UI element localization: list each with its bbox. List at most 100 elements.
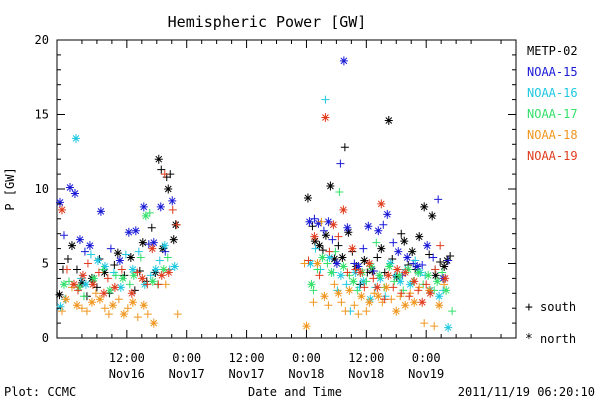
data-point-south xyxy=(83,259,92,268)
data-point-south xyxy=(62,265,71,274)
data-point-north xyxy=(415,232,424,242)
data-point-north xyxy=(349,276,358,286)
data-point-south xyxy=(448,307,457,316)
data-point-south xyxy=(330,280,339,289)
legend-entry: NOAA-15 xyxy=(527,65,578,79)
data-point-north xyxy=(164,184,173,194)
data-point-north xyxy=(81,279,90,289)
data-point-north xyxy=(354,261,363,271)
x-axis: 12:00 Nov16 0:00 Nov17 12:00 Nov17 0:00 Nov18 12… xyxy=(81,40,517,381)
data-point-south xyxy=(328,235,337,244)
x-tick-label-time: 0:00 xyxy=(292,351,321,365)
data-point-north xyxy=(321,230,330,240)
data-point-north xyxy=(88,279,97,289)
data-point-north xyxy=(442,285,451,295)
data-point-north xyxy=(169,235,178,245)
data-point-north xyxy=(160,241,169,251)
data-point-south xyxy=(362,307,371,316)
data-points xyxy=(55,56,457,333)
data-point-north xyxy=(128,264,137,274)
series-noaa-15 xyxy=(55,56,453,283)
data-point-south xyxy=(397,289,406,298)
data-point-south xyxy=(335,187,344,196)
legend-south-symbol: + xyxy=(525,300,533,315)
data-point-south xyxy=(161,280,170,289)
data-point-south xyxy=(321,95,330,104)
data-point-south xyxy=(315,271,324,280)
data-point-north xyxy=(393,264,402,274)
data-point-south xyxy=(77,304,86,313)
data-point-south xyxy=(336,159,345,168)
data-point-north xyxy=(302,321,311,331)
data-point-south xyxy=(160,170,169,179)
x-tick-label-date: Nov19 xyxy=(408,367,444,381)
data-point-north xyxy=(100,267,109,277)
data-point-north xyxy=(149,318,158,328)
data-point-north xyxy=(78,270,87,280)
data-point-south xyxy=(82,307,91,316)
data-point-north xyxy=(59,279,68,289)
x-tick-label-time: 0:00 xyxy=(172,351,201,365)
data-point-south xyxy=(389,283,398,292)
data-point-south xyxy=(436,241,445,250)
data-point-north xyxy=(74,282,83,292)
data-point-south xyxy=(173,310,182,319)
legend-entry: NOAA-16 xyxy=(527,86,578,100)
data-point-south xyxy=(369,274,378,283)
data-point-south xyxy=(390,277,399,286)
legend-entry: METP-02 xyxy=(527,44,578,58)
legend-entry: NOAA-17 xyxy=(527,107,578,121)
data-point-south xyxy=(372,238,381,247)
data-point-north xyxy=(376,273,385,283)
data-point-south xyxy=(362,277,371,286)
data-point-south xyxy=(111,271,120,280)
data-point-north xyxy=(87,297,96,307)
data-point-north xyxy=(435,300,444,310)
data-point-south xyxy=(430,322,439,331)
data-point-north xyxy=(305,217,314,227)
data-point-north xyxy=(129,270,138,280)
legend-north-symbol: * xyxy=(525,332,533,347)
data-point-south xyxy=(311,244,320,253)
legend-north-label: north xyxy=(540,332,576,346)
data-point-north xyxy=(318,253,327,263)
data-point-north xyxy=(158,244,167,254)
data-point-north xyxy=(168,196,177,206)
data-point-north xyxy=(339,56,348,66)
x-tick-label-date: Nov18 xyxy=(288,367,324,381)
data-point-south xyxy=(438,268,447,277)
data-point-north xyxy=(325,253,334,263)
data-point-north xyxy=(364,221,373,231)
data-point-north xyxy=(357,291,366,301)
data-point-south xyxy=(133,313,142,322)
data-point-north xyxy=(89,273,98,283)
data-point-north xyxy=(126,253,135,263)
data-point-north xyxy=(75,235,84,245)
data-point-north xyxy=(410,297,419,307)
data-point-north xyxy=(127,288,136,298)
data-point-south xyxy=(110,260,119,269)
data-point-north xyxy=(327,267,336,277)
data-point-north xyxy=(326,181,335,191)
data-point-north xyxy=(401,300,410,310)
data-point-south xyxy=(446,252,455,261)
x-tick-label-time: 12:00 xyxy=(229,351,265,365)
data-point-north xyxy=(384,115,393,125)
chart-title: Hemispheric Power [GW] xyxy=(168,13,367,31)
y-tick-label: 5 xyxy=(42,257,49,271)
data-point-north xyxy=(338,253,347,263)
data-point-north xyxy=(365,259,374,268)
data-point-south xyxy=(57,307,66,316)
data-point-south xyxy=(429,253,438,262)
y-tick-label: 20 xyxy=(35,33,49,47)
data-point-south xyxy=(125,280,134,289)
data-point-north xyxy=(377,244,386,254)
data-point-north xyxy=(148,276,157,286)
data-point-north xyxy=(70,188,79,198)
data-point-south xyxy=(154,280,163,289)
data-point-north xyxy=(392,272,401,282)
data-point-south xyxy=(440,280,449,289)
data-point-north xyxy=(141,211,150,221)
data-point-north xyxy=(329,220,338,230)
data-point-north xyxy=(115,256,124,266)
